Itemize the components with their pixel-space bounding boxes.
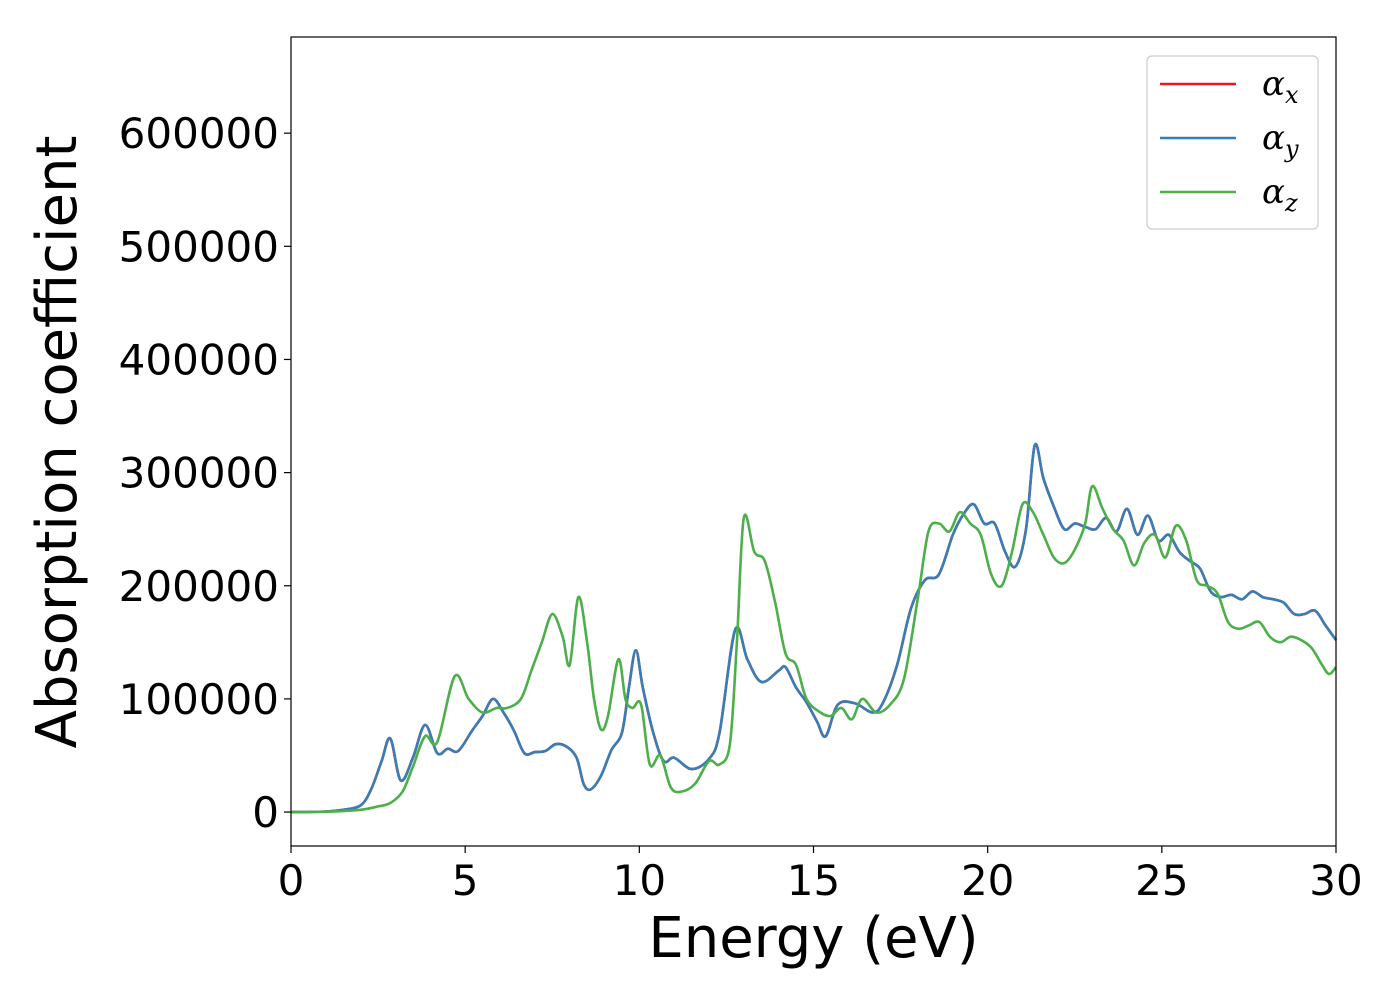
legend: αx αy αz	[1146, 55, 1319, 230]
x-axis-ticks: 0 5 10 15 20 25 30	[278, 846, 1363, 905]
x-tick-label: 10	[613, 856, 666, 905]
x-tick-label: 25	[1135, 856, 1188, 905]
x-tick-label: 20	[961, 856, 1014, 905]
legend-box	[1146, 55, 1319, 230]
legend-label-x: αx	[1262, 64, 1299, 109]
y-tick-label: 400000	[119, 335, 279, 384]
x-tick-label: 5	[452, 856, 479, 905]
x-tick-label: 0	[278, 856, 305, 905]
y-tick-label: 500000	[119, 222, 279, 271]
x-tick-label: 30	[1309, 856, 1362, 905]
y-axis-ticks: 0 100000 200000 300000 400000 500000 600000	[119, 109, 291, 837]
series-line-y	[290, 442, 1338, 814]
series-layer	[290, 442, 1338, 814]
series-line-z	[290, 484, 1337, 814]
y-tick-label: 600000	[119, 109, 279, 158]
x-axis-title: Energy (eV)	[648, 906, 978, 971]
y-tick-label: 100000	[119, 675, 279, 724]
y-tick-label: 0	[252, 788, 279, 837]
y-tick-label: 300000	[119, 449, 279, 498]
y-tick-label: 200000	[119, 562, 279, 611]
x-tick-label: 15	[787, 856, 840, 905]
y-axis-title: Absorption coefficient	[25, 136, 90, 749]
legend-label-z: αz	[1262, 172, 1298, 217]
legend-label-y: αy	[1262, 118, 1299, 163]
